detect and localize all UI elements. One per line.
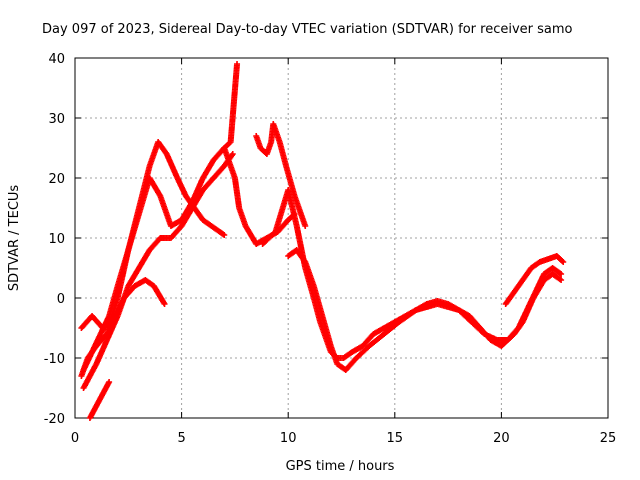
series-track-2 bbox=[80, 61, 241, 373]
series-track-8 bbox=[259, 187, 565, 361]
data-point bbox=[559, 258, 566, 264]
x-tick-label: 20 bbox=[493, 431, 510, 446]
series-track-4 bbox=[78, 277, 168, 331]
x-tick-label: 5 bbox=[177, 431, 185, 446]
series-track-6 bbox=[221, 145, 298, 247]
x-tick-label: 10 bbox=[280, 431, 297, 446]
y-tick-label: 0 bbox=[57, 292, 65, 307]
y-tick-label: -20 bbox=[44, 412, 65, 427]
y-tick-label: 30 bbox=[48, 112, 65, 127]
x-tick-label: 25 bbox=[600, 431, 617, 446]
x-axis-label: GPS time / hours bbox=[286, 459, 395, 474]
data-point bbox=[234, 61, 241, 67]
x-tick-label: 0 bbox=[71, 431, 79, 446]
series-track-10 bbox=[502, 253, 567, 307]
y-tick-label: 40 bbox=[48, 52, 65, 67]
y-tick-label: -10 bbox=[44, 352, 65, 367]
data-points bbox=[78, 61, 567, 421]
data-point bbox=[221, 232, 228, 238]
chart-title: Day 097 of 2023, Sidereal Day-to-day VTE… bbox=[42, 22, 573, 37]
data-point bbox=[229, 151, 236, 157]
data-point bbox=[560, 259, 567, 265]
data-point bbox=[161, 301, 168, 307]
y-tick-label: 20 bbox=[48, 172, 65, 187]
axes: 0 5 10 15 20 25 -20 -10 0 10 20 30 40 bbox=[44, 52, 617, 446]
series-track-5 bbox=[86, 379, 113, 421]
data-point bbox=[558, 271, 565, 277]
series-track-3 bbox=[80, 151, 236, 391]
data-point bbox=[558, 277, 565, 283]
x-tick-label: 15 bbox=[387, 431, 404, 446]
data-point bbox=[106, 379, 113, 385]
series-track-9 bbox=[285, 247, 565, 373]
series-track-7 bbox=[253, 121, 309, 229]
plot-frame bbox=[74, 57, 609, 419]
y-axis-label: SDTVAR / TECUs bbox=[7, 185, 22, 292]
y-tick-label: 10 bbox=[48, 232, 65, 247]
data-point bbox=[302, 223, 309, 229]
